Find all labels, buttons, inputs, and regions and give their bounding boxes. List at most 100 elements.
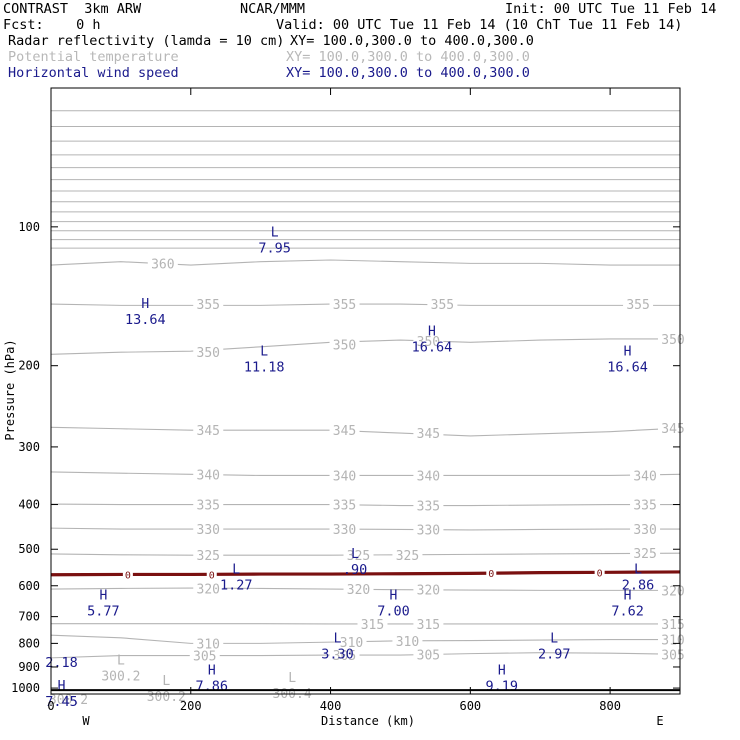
theta-label-bg (413, 334, 444, 349)
theta-label-bg (193, 522, 224, 537)
theta-line-345 (50, 426, 681, 437)
chart-axes: 100 200 300 400 500 600 700 800 900 1000 0 200 400 60… (11, 87, 681, 713)
theta-label-bg (630, 522, 661, 537)
wind-extremum-value: 7.62 (611, 603, 644, 619)
theta-label-bg (413, 498, 444, 513)
theta-label: 345 (661, 422, 684, 437)
theta-label-bg (623, 297, 654, 312)
y-tick-label: 900 (18, 660, 40, 674)
reflectivity-label-bg (206, 569, 217, 580)
theta-line-350 (50, 338, 680, 355)
y-tick-label: 500 (18, 542, 40, 556)
theta-line-355 (50, 303, 680, 306)
reflectivity-label: 0 (209, 570, 215, 581)
field-wind-xy: XY= 100.0,300.0 to 400.0,300.0 (286, 65, 530, 81)
wind-extremum-value: 13.64 (125, 312, 166, 328)
theta-label-bg (413, 582, 444, 597)
theta-label-bg (658, 616, 689, 631)
theta-label-bg (193, 297, 224, 312)
theta-label: 325 (347, 549, 370, 564)
theta-label-bg (413, 616, 444, 631)
theta-label-bg (343, 582, 374, 597)
theta-label-bg (193, 345, 224, 360)
theta-line-340 (50, 471, 681, 477)
theta-label-bg (329, 297, 360, 312)
wind-extremum-value: 3.30 (321, 647, 354, 663)
x-tick-label: 400 (320, 699, 342, 713)
theta-label-bg (357, 616, 388, 631)
theta-label: 315 (361, 618, 384, 633)
wind-extremum-marker: L (232, 563, 240, 578)
theta-line-360 (50, 259, 680, 266)
model-title: CONTRAST 3km ARW (3, 1, 142, 17)
theta-label-bg (413, 647, 444, 662)
theta-label: 325 (197, 549, 220, 564)
wind-extremum-value: 5.77 (87, 603, 120, 619)
reflectivity-label: 0 (125, 570, 131, 581)
theta-label: 335 (333, 499, 356, 514)
y-tick-label: 400 (18, 498, 40, 512)
field-wind-name: Horizontal wind speed (8, 65, 179, 81)
theta-label-bg (427, 297, 458, 312)
wind-extremum-value: 2.97 (538, 647, 571, 663)
east-label: E (656, 714, 663, 728)
theta-label-bg (193, 423, 224, 438)
theta-label: 320 (347, 583, 370, 598)
theta-label: 355 (197, 298, 220, 313)
theta-label-bg (630, 497, 661, 512)
theta-label: 310 (396, 635, 419, 650)
x-tick-label: 600 (459, 699, 481, 713)
field-theta-xy: XY= 100.0,300.0 to 400.0,300.0 (286, 49, 530, 65)
wind-extremum-marker: H (428, 324, 436, 339)
reflectivity-contour: 0 0 0 0 (50, 567, 681, 581)
wind-extremum-value: 7.86 (195, 679, 228, 695)
theta-label: 315 (417, 618, 440, 633)
forecast-hour: Fcst: 0 h (3, 17, 101, 33)
theta-line-335 (50, 503, 680, 507)
wind-extremum-marker: L (550, 632, 558, 647)
theta-label: 310 (340, 636, 363, 651)
theta-label: 325 (396, 549, 419, 564)
theta-label-bg (413, 522, 444, 537)
theta-label: 340 (197, 468, 220, 483)
y-tick-label: 800 (18, 636, 40, 650)
theta-label: 305 (333, 649, 356, 664)
theta-label-bg (329, 468, 360, 483)
theta-label-bg (630, 546, 661, 561)
wind-extremum-value: 1.27 (220, 578, 253, 594)
theta-label: 355 (333, 298, 356, 313)
west-label: W (82, 714, 90, 728)
theta-label: 345 (197, 424, 220, 439)
field-reflectivity-xy: XY= 100.0,300.0 to 400.0,300.0 (290, 33, 534, 49)
theta-label: 335 (417, 500, 440, 515)
theta-label-bg (329, 497, 360, 512)
theta-label: 355 (431, 298, 454, 313)
theta-label: 340 (417, 469, 440, 484)
y-tick-label: 100 (18, 220, 40, 234)
theta-label: 305 (661, 648, 684, 663)
theta-extremum-marker: L (162, 674, 170, 689)
theta-label-bg (193, 467, 224, 482)
wind-extremum-marker: L (334, 632, 342, 647)
theta-label: 315 (661, 618, 684, 633)
wind-extremum-value: 7.95 (258, 241, 291, 257)
wind-extremum-marker: H (624, 344, 632, 359)
wind-extremum-marker: L (634, 563, 642, 578)
theta-line-330 (50, 527, 680, 531)
field-theta-name: Potential temperature (8, 49, 179, 65)
theta-label: 345 (417, 427, 440, 442)
theta-label-bg (193, 636, 224, 651)
wind-extremum-value: 16.64 (607, 359, 648, 375)
theta-line-305 (50, 652, 681, 659)
reflectivity-label-bg (486, 568, 497, 579)
x-tick-label: 0 (47, 699, 54, 713)
wind-extremum-marker: H (390, 588, 398, 603)
theta-extremum-value: 300.2 (49, 693, 88, 708)
theta-label-bg (193, 497, 224, 512)
theta-contour-labels: 360 355 355 355 355 350 350 350 350 345 345 345 345 3… (49, 256, 689, 708)
theta-label-bg (336, 635, 367, 650)
theta-label: 320 (661, 584, 684, 599)
theta-label-bg (413, 468, 444, 483)
theta-label-bg (329, 337, 360, 352)
theta-label: 305 (193, 650, 216, 665)
